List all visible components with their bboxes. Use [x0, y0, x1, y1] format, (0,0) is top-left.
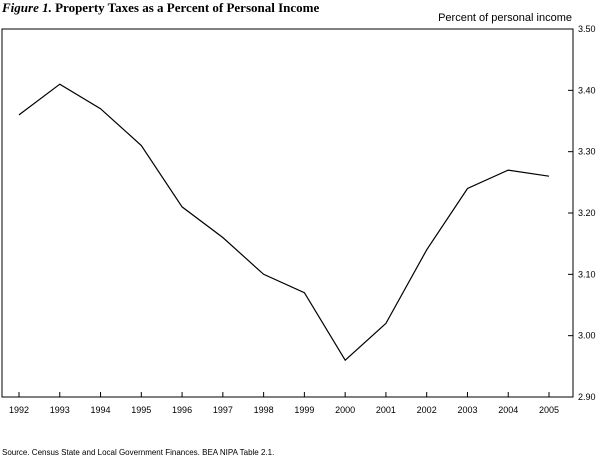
x-tick-label: 1996 [172, 405, 192, 415]
chart-title: Figure 1. Property Taxes as a Percent of… [2, 0, 319, 16]
y-tick-label: 3.20 [578, 208, 596, 218]
x-tick-label: 2003 [457, 405, 477, 415]
x-tick-label: 1993 [50, 405, 70, 415]
y-tick-label: 3.10 [578, 269, 596, 279]
x-tick-label: 1999 [294, 405, 314, 415]
x-tick-label: 2001 [376, 405, 396, 415]
x-tick-label: 2002 [417, 405, 437, 415]
y-tick-label: 3.30 [578, 147, 596, 157]
y-tick-label: 3.00 [578, 331, 596, 341]
series-group [18, 83, 550, 362]
y-tick-label: 3.40 [578, 85, 596, 95]
x-tick-label: 1992 [9, 405, 29, 415]
y-axis: 2.90 3.00 3.10 3.20 3.30 3.40 3.50 [568, 24, 596, 402]
plot-frame [1, 28, 574, 398]
source-note: Source. Census State and Local Governmen… [2, 448, 275, 457]
y-axis-unit-label: Percent of personal income [438, 12, 572, 24]
x-tick-label: 1994 [91, 405, 111, 415]
x-axis: 1992 1993 1994 1995 1996 1997 1998 1999 2000 2001… [9, 392, 559, 415]
y-tick-label: 3.50 [578, 24, 596, 34]
x-tick-label: 2005 [539, 405, 559, 415]
y-tick-label: 2.90 [578, 392, 596, 402]
title-text: Property Taxes as a Percent of Personal … [55, 0, 320, 15]
x-tick-label: 1995 [131, 405, 151, 415]
x-tick-label: 2004 [498, 405, 518, 415]
x-tick-label: 2000 [335, 405, 355, 415]
series-line [18, 83, 550, 362]
x-tick-label: 1997 [213, 405, 233, 415]
x-tick-label: 1998 [254, 405, 274, 415]
figure-label: Figure 1. [2, 0, 52, 15]
